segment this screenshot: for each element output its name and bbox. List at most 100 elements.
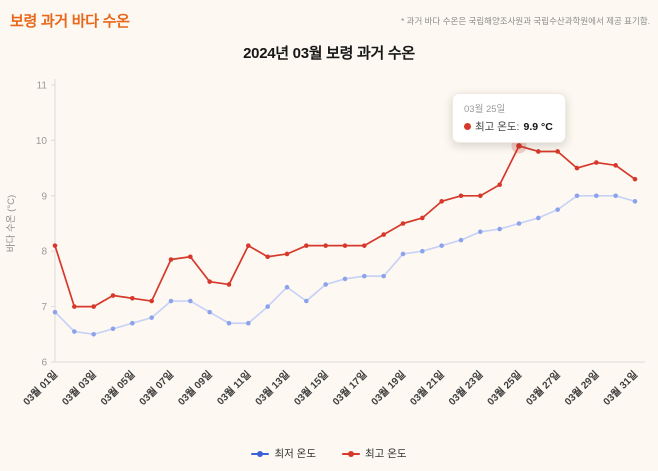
- data-point[interactable]: [91, 332, 96, 337]
- y-tick-label: 6: [41, 358, 47, 369]
- data-point[interactable]: [149, 315, 154, 320]
- legend: 최저 온도 최고 온도: [0, 446, 658, 461]
- legend-swatch-icon: [251, 450, 270, 458]
- data-point[interactable]: [265, 254, 270, 260]
- data-point[interactable]: [594, 160, 599, 165]
- data-point[interactable]: [130, 320, 135, 326]
- y-axis-label: 바다 수온 (°C): [6, 195, 17, 252]
- x-tick-label: 03월 17일: [330, 368, 370, 408]
- data-point[interactable]: [130, 295, 135, 301]
- legend-item-max-temp[interactable]: 최고 온도: [342, 446, 407, 461]
- data-point[interactable]: [478, 193, 483, 199]
- legend-label: 최고 온도: [365, 448, 407, 460]
- y-tick-label: 10: [36, 136, 48, 147]
- data-point[interactable]: [478, 229, 483, 235]
- data-point[interactable]: [420, 215, 425, 221]
- data-point[interactable]: [284, 284, 290, 290]
- data-point[interactable]: [574, 165, 580, 171]
- data-point[interactable]: [516, 221, 522, 226]
- data-point[interactable]: [536, 215, 541, 221]
- page-title: 보령 과거 바다 수온: [10, 13, 130, 30]
- x-tick-label: 03월 23일: [446, 368, 486, 408]
- data-point[interactable]: [613, 163, 618, 168]
- data-point[interactable]: [110, 326, 116, 332]
- data-point[interactable]: [323, 243, 328, 248]
- data-point[interactable]: [72, 304, 77, 309]
- x-tick-label: 03월 11일: [214, 368, 254, 408]
- legend-swatch-icon: [342, 450, 360, 458]
- x-tick-label: 03월 19일: [368, 368, 408, 408]
- data-point[interactable]: [265, 304, 270, 309]
- x-tick-label: 03월 25일: [484, 368, 524, 408]
- data-point[interactable]: [362, 273, 367, 279]
- data-point[interactable]: [52, 243, 58, 248]
- data-point[interactable]: [400, 221, 406, 226]
- legend-label: 최저 온도: [274, 448, 316, 460]
- data-point[interactable]: [342, 276, 348, 282]
- data-point[interactable]: [458, 237, 464, 243]
- tooltip-value: 9.9 °C: [523, 120, 553, 133]
- tooltip: 03월 25일 최고 온도: 9.9 °C: [452, 93, 566, 143]
- data-point[interactable]: [207, 279, 212, 284]
- y-tick-label: 11: [37, 81, 48, 92]
- data-point[interactable]: [497, 226, 502, 232]
- data-point[interactable]: [632, 199, 638, 204]
- data-point[interactable]: [323, 282, 328, 287]
- x-tick-label: 03월 03일: [59, 368, 99, 408]
- annotation-point[interactable]: [516, 143, 522, 149]
- x-tick-label: 03월 27일: [523, 368, 563, 408]
- x-tick-label: 03월 15일: [291, 368, 331, 408]
- x-tick-label: 03월 13일: [252, 368, 292, 408]
- data-point[interactable]: [304, 243, 309, 248]
- data-point[interactable]: [632, 176, 638, 182]
- data-point[interactable]: [246, 320, 251, 326]
- data-point[interactable]: [536, 149, 541, 154]
- data-point[interactable]: [381, 232, 386, 237]
- data-point[interactable]: [574, 193, 580, 199]
- data-point[interactable]: [613, 193, 618, 199]
- data-point[interactable]: [149, 298, 154, 304]
- x-tick-label: 03월 21일: [407, 368, 447, 408]
- data-point[interactable]: [188, 298, 193, 304]
- series-line-min-temp: [54, 194, 636, 336]
- data-point[interactable]: [188, 254, 193, 260]
- tooltip-series-label: 최고 온도:: [475, 121, 520, 133]
- x-tick-label: 03월 09일: [175, 368, 215, 408]
- data-point[interactable]: [555, 207, 560, 212]
- data-point[interactable]: [207, 309, 212, 315]
- data-point[interactable]: [168, 298, 174, 304]
- data-point[interactable]: [304, 298, 309, 304]
- data-point[interactable]: [342, 243, 348, 248]
- data-point[interactable]: [110, 293, 116, 298]
- y-tick-label: 8: [41, 247, 47, 258]
- x-tick-label: 03월 01일: [20, 368, 60, 408]
- data-point[interactable]: [555, 149, 560, 154]
- data-point[interactable]: [362, 243, 367, 248]
- data-point[interactable]: [439, 199, 444, 204]
- data-point[interactable]: [226, 320, 232, 326]
- tooltip-row: 최고 온도: 9.9 °C: [464, 119, 553, 134]
- data-point[interactable]: [284, 251, 290, 257]
- tooltip-date: 03월 25일: [464, 104, 506, 115]
- data-point[interactable]: [594, 193, 599, 199]
- data-point[interactable]: [52, 309, 58, 315]
- max-temp-dot-icon: [464, 123, 471, 130]
- data-point[interactable]: [91, 304, 96, 309]
- source-note: * 과거 바다 수온은 국립해양조사원과 국립수산과학원에서 제공 표기함.: [401, 16, 650, 26]
- data-point[interactable]: [458, 193, 464, 199]
- data-point[interactable]: [381, 273, 386, 279]
- data-point[interactable]: [400, 251, 406, 257]
- data-point[interactable]: [246, 243, 251, 248]
- legend-item-min-temp[interactable]: 최저 온도: [251, 446, 316, 461]
- series-line-max-temp: [54, 145, 636, 308]
- data-point[interactable]: [226, 282, 232, 287]
- x-tick-label: 03월 31일: [600, 368, 640, 408]
- y-tick-label: 9: [41, 191, 47, 202]
- chart-title: 2024년 03월 보령 과거 수온: [243, 45, 415, 62]
- data-point[interactable]: [72, 329, 77, 334]
- data-point[interactable]: [439, 243, 444, 248]
- data-point[interactable]: [420, 248, 425, 254]
- data-point[interactable]: [497, 182, 502, 188]
- data-point[interactable]: [168, 257, 174, 262]
